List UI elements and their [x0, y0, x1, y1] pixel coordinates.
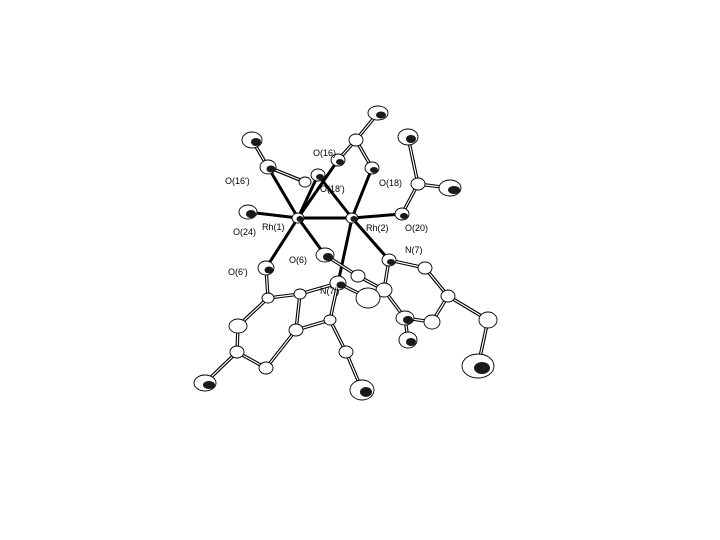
label-o16: O(16): [313, 148, 336, 158]
atom-c: [417, 261, 433, 275]
bond-rh2-o20: [351, 212, 403, 220]
label-n7p: N(7'): [320, 286, 339, 296]
label-o16p: O(16'): [225, 176, 250, 186]
atom-c: [323, 314, 337, 326]
atom-c: [293, 288, 307, 300]
bond-rh1-o16p: [266, 166, 300, 219]
label-rh1: Rh(1): [262, 222, 285, 232]
bond-rh2-n7: [350, 217, 391, 261]
atom-c: [298, 176, 312, 188]
label-o24: O(24): [233, 227, 256, 237]
atom-c: [288, 323, 304, 337]
atom-c: [348, 133, 364, 147]
label-o18: O(18): [379, 178, 402, 188]
bond-rh1-o6p: [264, 217, 300, 269]
bond-rh1-o16: [296, 159, 340, 219]
bond-rh2-n7p: [336, 217, 354, 284]
atom-c: [423, 314, 441, 330]
label-rh2: Rh(2): [366, 223, 389, 233]
atoms: [193, 105, 498, 401]
atom-c: [261, 292, 275, 304]
label-n7: N(7): [405, 245, 423, 255]
atom-c: [440, 289, 456, 303]
atom-c: [258, 361, 274, 375]
label-o20: O(20): [405, 223, 428, 233]
label-o6p: O(6'): [228, 267, 248, 277]
atom-c: [478, 311, 498, 329]
atom-c: [229, 345, 245, 359]
bond-rh2-o18: [350, 167, 374, 219]
atom-c-large: [355, 287, 381, 309]
atom-c: [410, 177, 426, 191]
atom-c: [338, 345, 354, 359]
atom-c: [228, 318, 248, 334]
label-o18p: O(18'): [320, 184, 345, 194]
atom-c: [350, 269, 366, 283]
label-o6: O(6): [289, 255, 307, 265]
atom-labels: O(16) O(16') O(18') O(18) Rh(1) Rh(2) O(…: [225, 148, 428, 296]
